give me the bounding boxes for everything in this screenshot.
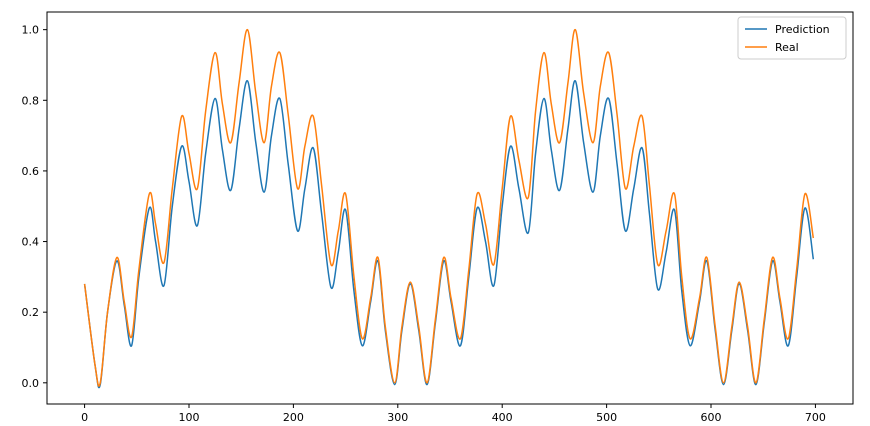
y-tick-label: 0.4 [22,236,40,249]
x-tick-label: 100 [178,411,199,424]
series-line-real [83,28,815,387]
y-tick-label: 0.0 [22,377,40,390]
legend-label-real: Real [775,41,799,54]
series-layer [83,28,815,389]
legend-label-prediction: Prediction [775,23,830,36]
legend: Prediction Real [737,16,847,60]
axis-ticks: 0 100 200 300 400 500 600 700 0.0 0.2 0.4 0.6 0.8 1.0 [22,24,826,424]
y-tick-label: 1.0 [22,24,40,37]
y-tick-label: 0.8 [22,94,40,107]
x-tick-label: 300 [387,411,408,424]
y-tick-label: 0.2 [22,306,40,319]
y-tick-label: 0.6 [22,165,40,178]
x-tick-label: 0 [81,411,88,424]
x-tick-label: 400 [492,411,513,424]
x-tick-label: 200 [283,411,304,424]
x-tick-label: 600 [701,411,722,424]
legend-box [737,16,847,60]
x-tick-label: 700 [805,411,826,424]
plot-frame [46,11,854,405]
x-tick-label: 500 [596,411,617,424]
series-line-prediction [83,80,815,389]
